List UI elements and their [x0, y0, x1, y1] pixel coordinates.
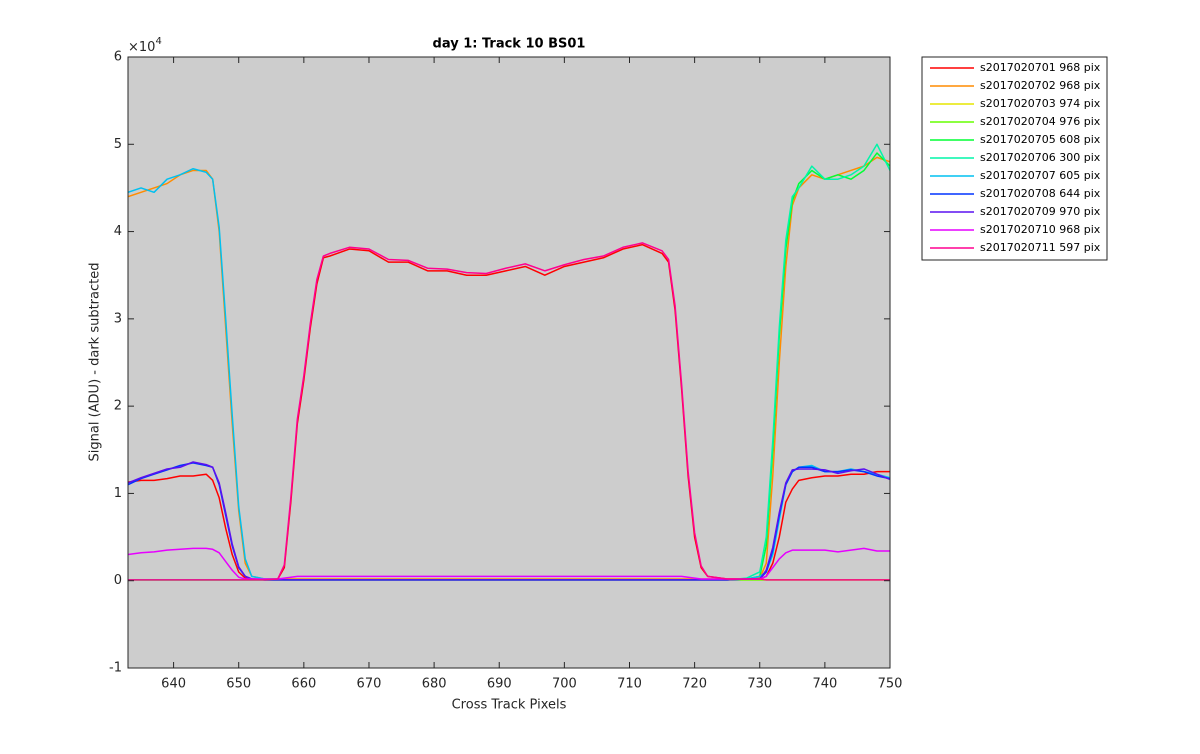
x-tick-label: 740 [812, 677, 837, 692]
x-tick-label: 730 [747, 677, 772, 692]
legend-label: s2017020704 976 pix [980, 115, 1101, 128]
chart-title: day 1: Track 10 BS01 [433, 37, 586, 52]
legend-label: s2017020703 974 pix [980, 97, 1101, 110]
y-multiplier: ×104 [128, 36, 162, 55]
x-tick-label: 720 [682, 677, 707, 692]
x-tick-label: 680 [422, 677, 447, 692]
series-line [128, 242, 890, 581]
y-tick-label: 0 [114, 573, 122, 588]
series-line [128, 547, 890, 580]
x-tick-label: 700 [552, 677, 577, 692]
y-tick-label: 2 [114, 399, 122, 414]
legend-label: s2017020706 300 pix [980, 151, 1101, 164]
y-tick-label: 1 [114, 486, 122, 501]
x-tick-label: 640 [161, 677, 186, 692]
y-multiplier-exponent: 4 [155, 36, 161, 47]
x-tick-label: 670 [357, 677, 382, 692]
legend-label: s2017020711 597 pix [980, 241, 1101, 254]
legend-label: s2017020701 968 pix [980, 61, 1101, 74]
legend-label: s2017020709 970 pix [980, 205, 1101, 218]
legend-label: s2017020702 968 pix [980, 79, 1101, 92]
plot-area [128, 57, 890, 668]
y-axis-label: Signal (ADU) - dark subtracted [88, 263, 103, 462]
y-tick-label: 6 [114, 50, 122, 65]
legend-label: s2017020710 968 pix [980, 223, 1101, 236]
x-tick-label: 650 [226, 677, 251, 692]
x-tick-label: 690 [487, 677, 512, 692]
plot-frame [127, 56, 891, 669]
y-multiplier-base: ×10 [128, 40, 155, 55]
legend-label: s2017020707 605 pix [980, 169, 1101, 182]
legend-label: s2017020708 644 pix [980, 187, 1101, 200]
x-tick-label: 660 [291, 677, 316, 692]
x-tick-label: 710 [617, 677, 642, 692]
series-line [128, 243, 890, 580]
x-axis-label: Cross Track Pixels [452, 698, 567, 713]
series-line [128, 461, 890, 581]
legend-label: s2017020705 608 pix [980, 133, 1101, 146]
y-tick-label: -1 [109, 661, 122, 676]
x-tick-label: 750 [878, 677, 903, 692]
y-tick-label: 5 [114, 137, 122, 152]
y-tick-label: 4 [114, 224, 122, 239]
y-tick-label: 3 [114, 311, 122, 326]
